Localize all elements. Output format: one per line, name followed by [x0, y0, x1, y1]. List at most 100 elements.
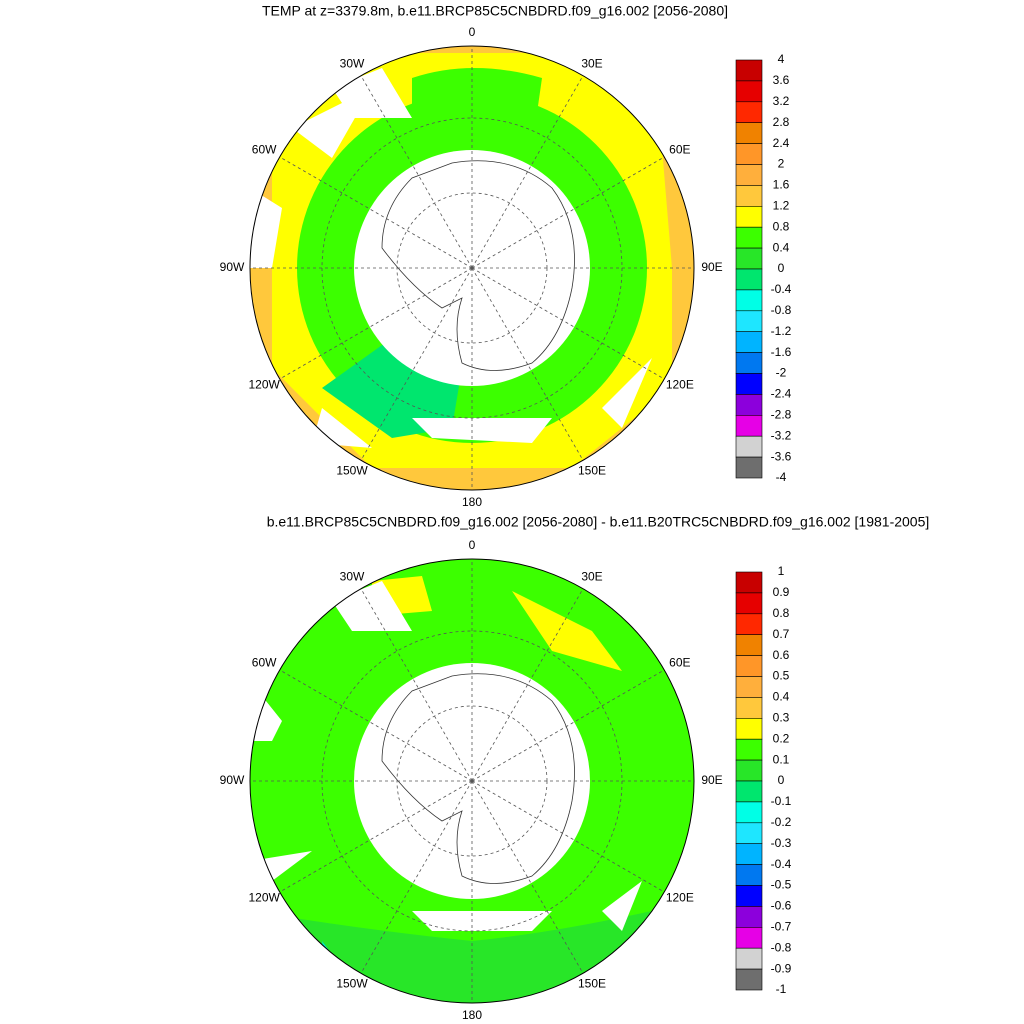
colorbar-box [735, 352, 763, 374]
longitude-label: 60W [252, 656, 277, 670]
longitude-label: 90E [701, 260, 722, 274]
colorbar-box [735, 822, 763, 844]
colorbar-label: 4 [778, 52, 785, 66]
colorbar-box [735, 906, 763, 928]
panel-title: TEMP at z=3379.8m, b.e11.BRCP85C5CNBDRD.… [262, 3, 728, 19]
colorbar-label: -0.9 [771, 961, 792, 975]
colorbar-label: -3.6 [771, 449, 792, 463]
colorbar-box [735, 717, 763, 740]
colorbar-box [735, 968, 763, 991]
colorbar-box [735, 101, 763, 124]
meridian [360, 75, 473, 269]
longitude-label: 30E [581, 57, 602, 71]
colorbar-box [735, 143, 763, 165]
colorbar-box [735, 456, 763, 479]
meridian [471, 75, 584, 269]
longitude-label: 30W [340, 570, 365, 584]
colorbar-box [735, 331, 763, 353]
colorbar-label: 0.3 [773, 710, 790, 724]
colorbar-label: -0.8 [771, 940, 792, 954]
colorbar-label: -0.3 [771, 836, 792, 850]
longitude-label: 90E [701, 773, 722, 787]
colorbar-label: -0.5 [771, 878, 792, 892]
meridian [360, 267, 473, 461]
longitude-label: 30E [581, 570, 602, 584]
longitude-label: 120W [248, 891, 280, 905]
colorbar-label: -1 [776, 982, 787, 996]
longitude-label: 0 [469, 538, 476, 552]
meridian [279, 780, 473, 893]
longitude-label: 180 [462, 495, 482, 509]
colorbar-box [735, 414, 763, 437]
colorbar-box [735, 592, 763, 615]
colorbar-box [735, 571, 763, 594]
colorbar-label: 0.7 [773, 627, 790, 641]
meridian [471, 267, 584, 461]
colorbar-box [735, 613, 763, 635]
colorbar-label: -0.2 [771, 815, 792, 829]
colorbar-label: 3.6 [773, 73, 790, 87]
panel-title: b.e11.BRCP85C5CNBDRD.f09_g16.002 [2056-2… [267, 514, 930, 530]
colorbar-label: 2 [778, 157, 785, 171]
colorbar-box [735, 738, 763, 761]
colorbar-label: -1.6 [771, 345, 792, 359]
colorbar-box [735, 164, 763, 186]
longitude-label: 120W [248, 378, 280, 392]
longitude-label: 150W [336, 464, 368, 478]
colorbar-box [735, 247, 763, 270]
colorbar-box [735, 185, 763, 207]
meridian [279, 267, 473, 380]
colorbar-label: 0.9 [773, 585, 790, 599]
colorbar-box [735, 226, 763, 249]
colorbar-box [735, 697, 763, 719]
colorbar-label: -2 [776, 366, 787, 380]
colorbar-label: 0.6 [773, 648, 790, 662]
colorbar-label: 2.8 [773, 115, 790, 129]
longitude-label: 90W [220, 773, 245, 787]
colorbar-box [735, 843, 763, 865]
colorbar-label: -2.4 [771, 387, 792, 401]
colorbar-box [735, 801, 763, 824]
colorbar-label: 3.2 [773, 94, 790, 108]
colorbar-label: 0 [778, 773, 785, 787]
colorbar-label: -0.7 [771, 919, 792, 933]
colorbar-label: 0.4 [773, 690, 790, 704]
longitude-label: 150E [578, 977, 606, 991]
colorbar-label: -0.4 [771, 282, 792, 296]
colorbar-box [735, 206, 763, 228]
map-top [249, 45, 695, 491]
longitude-label: 90W [220, 260, 245, 274]
colorbar-label: -0.1 [771, 794, 792, 808]
colorbar-label: -0.8 [771, 303, 792, 317]
colorbar-box [735, 394, 763, 416]
longitude-label: 180 [462, 1008, 482, 1022]
colorbar-box [735, 926, 763, 949]
colorbar-box [735, 759, 763, 782]
longitude-label: 60E [669, 656, 690, 670]
colorbar-label: 0.8 [773, 606, 790, 620]
meridian [279, 669, 473, 782]
colorbar-label: 0.5 [773, 669, 790, 683]
meridian [279, 156, 473, 269]
colorbar-box [735, 310, 763, 332]
colorbar-label: 0.8 [773, 219, 790, 233]
colorbar-box [735, 864, 763, 886]
longitude-label: 60E [669, 143, 690, 157]
colorbar-box [735, 947, 763, 970]
colorbar-box [735, 268, 763, 291]
colorbar-box [735, 59, 763, 82]
colorbar-box [735, 885, 763, 907]
colorbar-label: -0.4 [771, 857, 792, 871]
colorbar-label: 0 [778, 261, 785, 275]
colorbar-label: -0.6 [771, 899, 792, 913]
longitude-label: 120E [666, 378, 694, 392]
colorbar-label: -4 [776, 470, 787, 484]
colorbar-label: 0.4 [773, 240, 790, 254]
colorbar-box [735, 373, 763, 395]
colorbar-label: -2.8 [771, 407, 792, 421]
colorbar-box [735, 435, 763, 458]
colorbar-label: 1.6 [773, 178, 790, 192]
colorbar-label: -1.2 [771, 324, 792, 338]
longitude-label: 150W [336, 977, 368, 991]
